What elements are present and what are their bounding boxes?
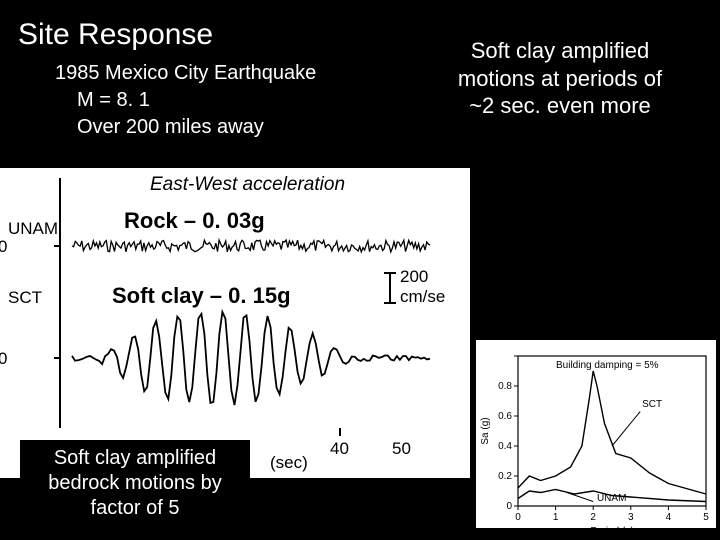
svg-text:40: 40	[330, 439, 349, 458]
callout-line: motions at periods of	[433, 65, 687, 93]
svg-text:50: 50	[392, 439, 411, 458]
svg-text:Sa (g): Sa (g)	[480, 417, 491, 444]
subtitle-block: 1985 Mexico City Earthquake M = 8. 1 Ove…	[55, 60, 316, 141]
callout-line: ~2 sec. even more	[433, 92, 687, 120]
svg-text:0: 0	[0, 349, 7, 368]
spectrum-chart: 0 1 2 3 4 5 0 0.2 0.4 0.6 0.8 Period (s) Sa (g) Build…	[476, 340, 716, 528]
svg-text:200: 200	[400, 267, 428, 286]
svg-text:0.2: 0.2	[498, 471, 512, 482]
rock-annotation: Rock – 0. 03g	[120, 208, 269, 234]
svg-text:SCT: SCT	[642, 399, 662, 410]
svg-text:(sec): (sec)	[270, 453, 308, 472]
svg-text:East-West acceleration: East-West acceleration	[150, 174, 345, 195]
page-title: Site Response	[18, 18, 213, 52]
svg-text:1: 1	[553, 512, 559, 523]
svg-text:UNAM: UNAM	[8, 219, 58, 238]
svg-text:0: 0	[515, 512, 521, 523]
svg-text:UNAM: UNAM	[597, 493, 626, 504]
svg-text:cm/se: cm/se	[400, 287, 445, 306]
svg-text:0.6: 0.6	[498, 411, 512, 422]
svg-text:Building damping = 5%: Building damping = 5%	[556, 360, 659, 371]
callout-soft-clay-period: Soft clay amplified motions at periods o…	[430, 32, 690, 125]
callout-line: Soft clay amplified	[24, 446, 246, 471]
svg-text:4: 4	[666, 512, 672, 523]
svg-text:SCT: SCT	[8, 288, 42, 307]
svg-text:0.4: 0.4	[498, 441, 512, 452]
spectrum-panel: 0 1 2 3 4 5 0 0.2 0.4 0.6 0.8 Period (s) Sa (g) Build…	[476, 340, 716, 528]
svg-text:0.8: 0.8	[498, 381, 512, 392]
svg-text:0: 0	[0, 237, 7, 256]
callout-line: Soft clay amplified	[433, 37, 687, 65]
soft-clay-annotation: Soft clay – 0. 15g	[108, 283, 295, 309]
callout-line: factor of 5	[24, 496, 246, 521]
callout-line: bedrock motions by	[24, 471, 246, 496]
callout-amplification-factor: Soft clay amplified bedrock motions by f…	[20, 440, 250, 527]
svg-text:Period (s): Period (s)	[590, 526, 633, 528]
svg-text:3: 3	[628, 512, 634, 523]
subtitle-line: 1985 Mexico City Earthquake	[55, 60, 316, 87]
svg-text:0: 0	[506, 501, 512, 512]
subtitle-line: M = 8. 1	[55, 87, 316, 114]
svg-text:5: 5	[703, 512, 709, 523]
svg-text:2: 2	[590, 512, 596, 523]
subtitle-line: Over 200 miles away	[55, 114, 316, 141]
